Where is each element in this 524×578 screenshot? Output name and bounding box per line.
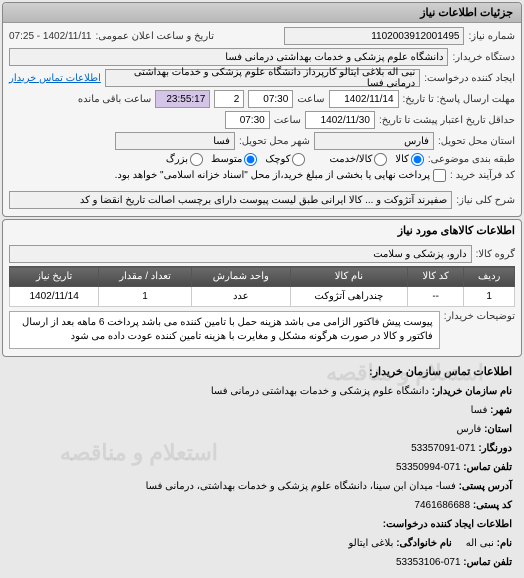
group-value: دارو، پزشکی و سلامت — [9, 245, 472, 263]
req-num-value: 1102003912001495 — [284, 27, 464, 45]
process-checkbox[interactable]: پرداخت نهایی یا بخشی از مبلغ خرید،از محل… — [115, 169, 446, 182]
cell-unit: عدد — [191, 287, 290, 307]
deadline-reply-date: 1402/11/14 — [329, 90, 399, 108]
panel2-title: اطلاعات کالاهای مورد نیاز — [3, 220, 521, 241]
lastname-value: بلاغی ایتالو — [348, 538, 393, 549]
creator-label: ایجاد کننده درخواست: — [424, 73, 515, 84]
col-qty: تعداد / مقدار — [99, 267, 192, 287]
c-city-label: شهر: — [490, 405, 512, 416]
col-row: ردیف — [464, 267, 515, 287]
req-num-label: شماره نیاز: — [468, 31, 515, 42]
contact-buyer-link[interactable]: اطلاعات تماس خریدار — [9, 73, 101, 84]
two-value: 2 — [214, 90, 244, 108]
col-name: نام کالا — [290, 267, 407, 287]
table-row[interactable]: 1 -- چندراهی آتژوکت عدد 1 1402/11/14 — [10, 287, 515, 307]
panel3-title: اطلاعات تماس سازمان خریدار: — [6, 361, 518, 382]
deadline-reply-time: 07:30 — [248, 90, 293, 108]
fax-label: دورنگار: — [478, 443, 512, 454]
group-label: گروه کالا: — [476, 249, 515, 260]
radio-khadamat-input[interactable] — [374, 153, 387, 166]
lastname-label: نام خانوادگی: — [396, 538, 452, 549]
col-code: کد کالا — [408, 267, 464, 287]
cell-date: 1402/11/14 — [10, 287, 99, 307]
note-label: توضیحات خریدار: — [444, 311, 515, 322]
desc-value: صفیرند آتژوکت و ... کالا ایرانی طبق لیست… — [9, 191, 452, 209]
name-value: نبی اله — [466, 538, 494, 549]
radio-khadamat[interactable]: کالا/خدمت — [329, 153, 387, 166]
scale-radio-group: کوچک متوسط بزرگ — [166, 153, 306, 166]
col-unit: واحد شمارش — [191, 267, 290, 287]
province-label: استان محل تحویل: — [438, 136, 515, 147]
postal-value: 7461686688 — [414, 500, 470, 511]
contact-phone-value: 071-53353106 — [396, 557, 461, 568]
radio-mid[interactable]: متوسط — [211, 153, 257, 166]
cell-name: چندراهی آتژوکت — [290, 287, 407, 307]
radio-kala[interactable]: کالا — [395, 153, 424, 166]
phone-value: 071-53350994 — [396, 462, 461, 473]
radio-small-input[interactable] — [292, 153, 305, 166]
deadline-reply-label: مهلت ارسال پاسخ: تا تاریخ: — [403, 94, 515, 105]
cell-code: -- — [408, 287, 464, 307]
radio-large-input[interactable] — [190, 153, 203, 166]
c-province-value: فارس — [456, 424, 481, 435]
radio-small[interactable]: کوچک — [265, 153, 305, 166]
radio-mid-input[interactable] — [244, 153, 257, 166]
remaining-label: ساعت باقی مانده — [78, 94, 151, 105]
org-value: دانشگاه علوم پزشکی و خدمات بهداشتی درمان… — [211, 386, 429, 397]
city-label: شهر محل تحویل: — [239, 136, 310, 147]
goods-table: ردیف کد کالا نام کالا واحد شمارش تعداد /… — [9, 266, 515, 307]
time-label-1: ساعت — [297, 94, 324, 105]
c-city-value: فسا — [471, 405, 488, 416]
province-value: فارس — [314, 132, 434, 150]
category-label: طبقه بندی موضوعی: — [428, 154, 515, 165]
c-province-label: استان: — [484, 424, 512, 435]
col-date: تاریخ نیاز — [10, 267, 99, 287]
desc-label: شرح کلی نیاز: — [456, 195, 515, 206]
valid-until-label: حداقل تاریخ اعتبار پیشت تا تاریخ: — [379, 115, 515, 126]
category-radio-group: کالا کالا/خدمت — [329, 153, 423, 166]
buyer-value: دانشگاه علوم پزشکی و خدمات بهداشتی درمان… — [9, 48, 448, 66]
radio-large[interactable]: بزرگ — [166, 153, 203, 166]
contact-phone-label: تلفن تماس: — [463, 557, 512, 568]
time-label-2: ساعت — [274, 115, 301, 126]
valid-until-time: 07:30 — [225, 111, 270, 129]
city-value: فسا — [115, 132, 235, 150]
goods-info-panel: اطلاعات کالاهای مورد نیاز گروه کالا: دار… — [2, 219, 522, 357]
remaining-time: 23:55:17 — [155, 90, 210, 108]
cell-qty: 1 — [99, 287, 192, 307]
announce-value: 1402/11/11 - 07:25 — [9, 31, 92, 42]
announce-label: تاریخ و ساعت اعلان عمومی: — [96, 31, 215, 42]
radio-kala-input[interactable] — [411, 153, 424, 166]
creator-title: اطلاعات ایجاد کننده درخواست: — [383, 519, 512, 530]
need-details-panel: جزئیات اطلاعات نیاز شماره نیاز: 11020039… — [2, 2, 522, 217]
name-label: نام: — [497, 538, 512, 549]
buyer-label: دستگاه خریدار: — [452, 52, 515, 63]
phone-label: تلفن تماس: — [463, 462, 512, 473]
note-value: پیوست پیش فاکتور الزامی می باشد هزینه حم… — [9, 311, 440, 349]
address-label: آدرس پستی: — [459, 481, 512, 492]
address-value: فسا- میدان ابن سینا، دانشگاه علوم پزشکی … — [146, 481, 456, 492]
cell-row: 1 — [464, 287, 515, 307]
panel1-header: جزئیات اطلاعات نیاز — [3, 3, 521, 23]
postal-label: کد پستی: — [473, 500, 512, 511]
creator-value: نبی اله بلاغی ایتالو کارپرداز دانشگاه عل… — [105, 69, 420, 87]
process-label: کد فرآیند خرید : — [450, 170, 515, 181]
process-checkbox-input[interactable] — [433, 169, 446, 182]
fax-value: 071-53357091 — [411, 443, 476, 454]
contact-section: اطلاعات تماس سازمان خریدار: نام سازمان خ… — [0, 359, 524, 574]
valid-until-date: 1402/11/30 — [305, 111, 375, 129]
org-label: نام سازمان خریدار: — [432, 386, 512, 397]
